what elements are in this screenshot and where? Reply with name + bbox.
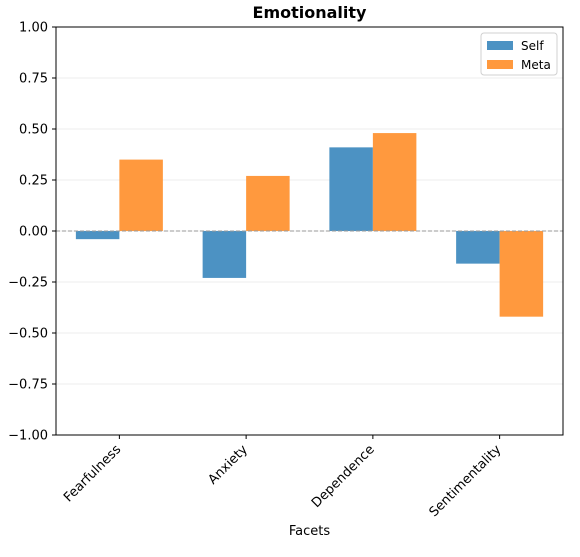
legend-label-self: Self bbox=[521, 39, 544, 53]
legend: Self Meta bbox=[480, 32, 558, 76]
chart-title: Emotionality bbox=[253, 3, 368, 22]
x-tick-label: Sentimentality bbox=[427, 442, 505, 520]
y-axis: −1.00 −0.75 −0.50 −0.25 0.00 0.25 0.50 0.75 1.00 bbox=[8, 21, 56, 444]
y-tick-label: −0.50 bbox=[8, 327, 48, 342]
bar-meta-fearfulness bbox=[119, 159, 163, 231]
y-tick-label: 0.25 bbox=[19, 174, 48, 189]
legend-label-meta: Meta bbox=[521, 58, 551, 72]
x-tick-label: Fearfulness bbox=[61, 442, 124, 505]
x-axis: Fearfulness Anxiety Dependence Sentimentali… bbox=[61, 435, 505, 520]
bar-self-fearfulness bbox=[75, 231, 120, 240]
y-tick-label: 0.75 bbox=[19, 72, 48, 87]
x-tick-label: Anxiety bbox=[206, 442, 252, 488]
y-tick-label: 1.00 bbox=[19, 21, 48, 36]
bar-meta-dependence bbox=[372, 133, 417, 231]
bar-self-dependence bbox=[329, 147, 373, 231]
y-tick-label: −1.00 bbox=[8, 429, 48, 444]
bar-meta-sentimentality bbox=[499, 231, 544, 317]
bar-self-anxiety bbox=[202, 231, 247, 278]
x-tick-label: Dependence bbox=[309, 442, 378, 511]
bar-self-sentimentality bbox=[456, 231, 500, 264]
y-tick-label: −0.75 bbox=[8, 378, 48, 393]
y-tick-label: 0.00 bbox=[19, 225, 48, 240]
x-axis-label: Facets bbox=[289, 524, 330, 539]
y-tick-label: 0.50 bbox=[19, 123, 48, 138]
legend-swatch-meta bbox=[487, 60, 513, 69]
bars bbox=[75, 133, 544, 317]
bar-meta-anxiety bbox=[246, 175, 290, 231]
legend-swatch-self bbox=[487, 41, 513, 50]
y-tick-label: −0.25 bbox=[8, 276, 48, 291]
